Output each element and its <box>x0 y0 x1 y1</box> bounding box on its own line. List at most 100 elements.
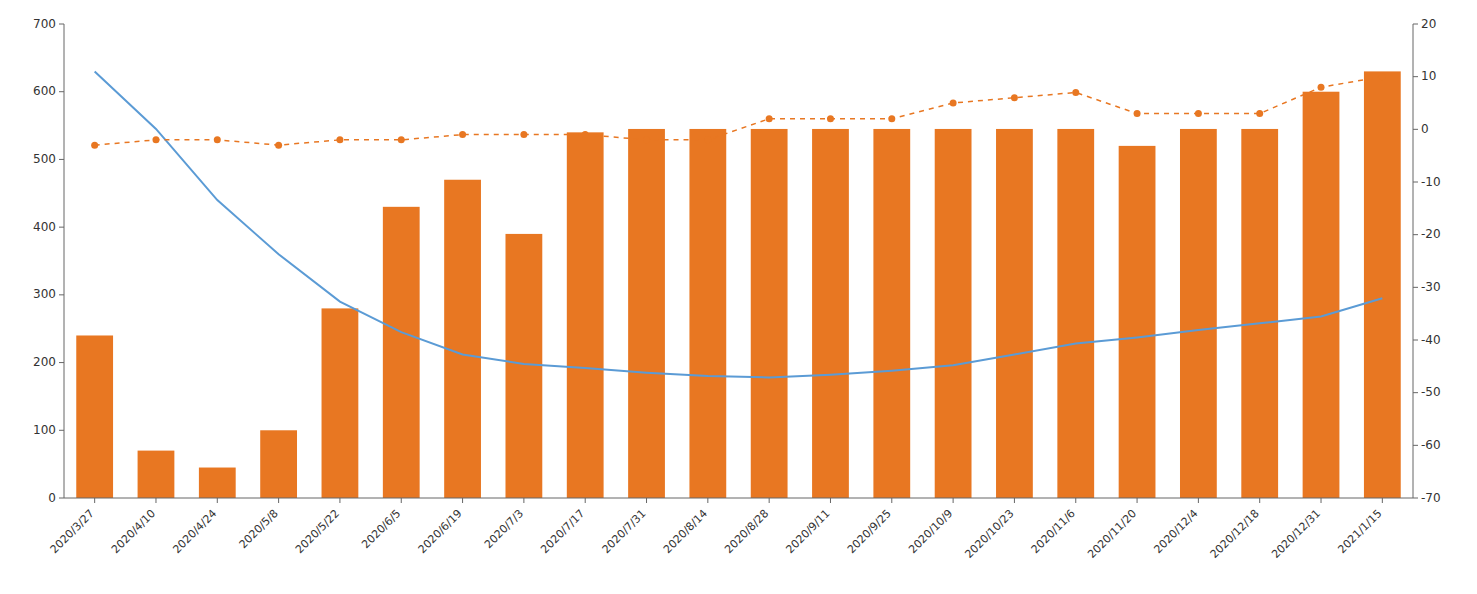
y2-tick-label: 20 <box>1421 17 1436 31</box>
chart: 0100200300400500600700-70-60-50-40-30-20… <box>0 0 1477 594</box>
x-tick <box>830 498 831 503</box>
marker <box>1011 94 1018 101</box>
bar <box>873 129 910 498</box>
x-tick-label: 2020/4/10 <box>109 507 158 556</box>
x-tick <box>1198 498 1199 503</box>
y2-tick <box>1413 24 1418 25</box>
y2-tick-label: -50 <box>1421 385 1441 399</box>
bar <box>138 451 175 498</box>
y-tick-label: 600 <box>33 84 56 98</box>
x-tick <box>523 498 524 503</box>
x-tick-label: 2020/12/18 <box>1208 507 1262 561</box>
bar <box>383 207 420 498</box>
marker <box>582 131 589 138</box>
bar <box>1303 92 1340 498</box>
x-tick-label: 2020/6/5 <box>359 507 403 551</box>
y2-tick <box>1413 234 1418 235</box>
bar <box>260 430 297 498</box>
marker <box>214 136 221 143</box>
y2-tick-label: -20 <box>1421 227 1441 241</box>
marker <box>91 142 98 149</box>
marker <box>152 136 159 143</box>
marker <box>398 136 405 143</box>
y2-tick-label: -60 <box>1421 438 1441 452</box>
y2-tick-label: 0 <box>1421 122 1429 136</box>
y-tick-label: 400 <box>33 220 56 234</box>
y2-tick-label: -30 <box>1421 280 1441 294</box>
x-tick-label: 2020/12/4 <box>1151 507 1200 556</box>
x-tick <box>1321 498 1322 503</box>
y2-tick <box>1413 129 1418 130</box>
bar <box>444 180 481 498</box>
marker <box>1072 89 1079 96</box>
x-tick <box>585 498 586 503</box>
bar <box>689 129 726 498</box>
bar <box>1180 129 1217 498</box>
y-tick-label: 300 <box>33 287 56 301</box>
marker <box>1379 73 1386 80</box>
y-tick-label: 500 <box>33 152 56 166</box>
x-tick-label: 2020/5/22 <box>293 507 342 556</box>
y2-tick-label: -10 <box>1421 175 1441 189</box>
x-tick-label: 2020/9/25 <box>845 507 894 556</box>
marker <box>275 142 282 149</box>
x-tick-label: 2020/12/31 <box>1269 507 1323 561</box>
y2-tick <box>1413 340 1418 341</box>
y-tick <box>59 498 64 499</box>
y-tick-label: 0 <box>48 491 56 505</box>
bar <box>1241 129 1278 498</box>
x-tick-label: 2020/7/31 <box>600 507 649 556</box>
x-tick <box>401 498 402 503</box>
y2-axis-line <box>1413 24 1414 498</box>
x-tick <box>1137 498 1138 503</box>
marker <box>336 136 343 143</box>
y-tick <box>59 24 64 25</box>
y-tick-label: 700 <box>33 17 56 31</box>
y-tick <box>59 362 64 363</box>
x-tick-label: 2020/7/17 <box>538 507 587 556</box>
marker <box>827 115 834 122</box>
x-tick <box>339 498 340 503</box>
bar <box>628 129 665 498</box>
x-tick <box>707 498 708 503</box>
x-tick-label: 2021/1/15 <box>1335 507 1384 556</box>
marker <box>1195 110 1202 117</box>
x-tick <box>1075 498 1076 503</box>
x-tick-label: 2020/10/23 <box>963 507 1017 561</box>
bar <box>1364 71 1401 498</box>
y2-tick <box>1413 445 1418 446</box>
x-axis-line <box>64 498 1413 499</box>
x-tick <box>1014 498 1015 503</box>
y-axis-line <box>64 24 65 498</box>
marker <box>643 136 650 143</box>
marker <box>459 131 466 138</box>
marker <box>1134 110 1141 117</box>
line <box>95 77 1383 145</box>
marker <box>704 136 711 143</box>
x-tick <box>462 498 463 503</box>
marker <box>766 115 773 122</box>
bar <box>935 129 972 498</box>
x-tick-label: 2020/5/8 <box>237 507 281 551</box>
bar <box>322 308 359 498</box>
y2-tick <box>1413 182 1418 183</box>
y-tick <box>59 294 64 295</box>
bar <box>996 129 1033 498</box>
x-tick <box>646 498 647 503</box>
x-tick-label: 2020/8/14 <box>661 507 710 556</box>
y2-tick <box>1413 392 1418 393</box>
bar <box>751 129 788 498</box>
y-tick <box>59 227 64 228</box>
x-tick-label: 2020/10/9 <box>906 507 955 556</box>
y2-tick <box>1413 287 1418 288</box>
bar <box>76 335 113 498</box>
y-tick <box>59 430 64 431</box>
x-tick-label: 2020/7/3 <box>482 507 526 551</box>
x-tick <box>94 498 95 503</box>
x-tick <box>1382 498 1383 503</box>
x-tick-label: 2020/4/24 <box>170 507 219 556</box>
x-tick-label: 2020/8/28 <box>722 507 771 556</box>
y-tick <box>59 159 64 160</box>
x-tick-label: 2020/11/6 <box>1029 507 1078 556</box>
y2-tick <box>1413 76 1418 77</box>
